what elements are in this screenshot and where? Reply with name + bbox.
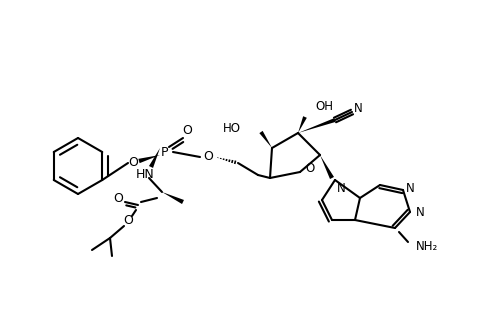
Text: O: O	[203, 150, 213, 164]
Polygon shape	[320, 155, 334, 179]
Polygon shape	[162, 192, 184, 204]
Text: N: N	[354, 101, 362, 115]
Polygon shape	[138, 155, 160, 163]
Text: O: O	[123, 214, 133, 226]
Text: O: O	[182, 123, 192, 137]
Polygon shape	[149, 148, 160, 168]
Text: O: O	[113, 192, 123, 204]
Text: N: N	[337, 182, 346, 195]
Text: HO: HO	[223, 122, 241, 134]
Polygon shape	[298, 116, 307, 133]
Text: N: N	[406, 181, 415, 194]
Text: NH₂: NH₂	[416, 241, 438, 253]
Polygon shape	[260, 131, 272, 148]
Text: OH: OH	[315, 100, 333, 113]
Text: O: O	[305, 163, 314, 176]
Text: N: N	[416, 205, 425, 219]
Polygon shape	[298, 118, 336, 133]
Text: O: O	[128, 156, 138, 170]
Text: HN: HN	[136, 169, 154, 181]
Text: P: P	[161, 145, 169, 159]
